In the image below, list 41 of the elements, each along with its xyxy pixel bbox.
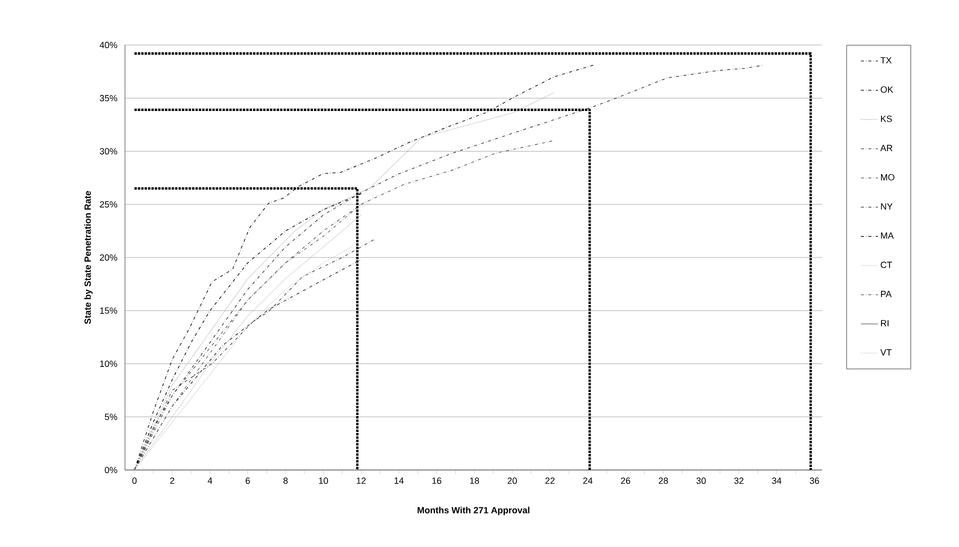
legend-label: VT bbox=[880, 349, 892, 356]
x-tick-label: 28 bbox=[658, 478, 668, 484]
x-tick-label: 10 bbox=[319, 478, 328, 484]
y-tick-label: 30% bbox=[100, 148, 118, 154]
x-tick-label: 30 bbox=[696, 478, 706, 484]
x-tick-label: 20 bbox=[508, 478, 517, 484]
x-tick-label: 16 bbox=[432, 478, 442, 484]
legend-label: OK bbox=[880, 86, 894, 93]
x-tick-label: 22 bbox=[545, 478, 555, 484]
legend-label: KS bbox=[881, 116, 892, 122]
y-tick-label: 35% bbox=[100, 94, 118, 102]
x-tick-label: 0 bbox=[132, 478, 137, 484]
legend-label: RI bbox=[881, 320, 888, 326]
y-tick-label: 15% bbox=[100, 307, 118, 314]
y-tick-label: 5% bbox=[104, 414, 118, 420]
x-tick-label: 26 bbox=[621, 478, 630, 484]
legend-label: MA bbox=[881, 232, 894, 239]
y-tick-label: 25% bbox=[100, 201, 118, 208]
x-tick-label: 2 bbox=[170, 478, 174, 484]
x-tick-label: 24 bbox=[583, 478, 593, 484]
legend-label: CT bbox=[880, 262, 892, 268]
legend-label: AR bbox=[880, 144, 892, 152]
x-tick-label: 12 bbox=[356, 478, 366, 484]
legend-label: PA bbox=[881, 290, 892, 298]
y-tick-label: 20% bbox=[100, 254, 118, 261]
y-axis-title: State by State Penetration Rate bbox=[84, 191, 93, 324]
x-tick-label: 34 bbox=[772, 478, 782, 484]
x-tick-label: 36 bbox=[810, 478, 820, 484]
legend-label: MO bbox=[881, 174, 894, 180]
y-tick-label: 10% bbox=[100, 360, 118, 367]
y-tick-label: 40% bbox=[100, 42, 118, 48]
x-tick-label: 6 bbox=[246, 478, 250, 484]
y-tick-label: 0% bbox=[104, 466, 118, 474]
legend-label: TX bbox=[880, 57, 892, 64]
x-tick-label: 8 bbox=[283, 478, 288, 484]
x-tick-label: 14 bbox=[394, 478, 404, 484]
x-axis-title: Months With 271 Approval bbox=[418, 506, 530, 516]
x-tick-label: 18 bbox=[470, 478, 480, 484]
x-tick-label: 32 bbox=[734, 478, 744, 484]
legend-label: NY bbox=[881, 203, 893, 210]
x-tick-label: 4 bbox=[208, 478, 212, 484]
